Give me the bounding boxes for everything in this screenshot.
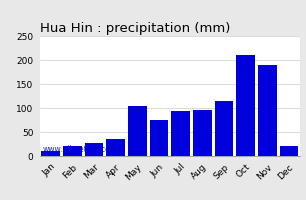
Bar bbox=[193, 110, 211, 156]
Bar bbox=[237, 55, 255, 156]
Bar bbox=[150, 120, 168, 156]
Bar bbox=[63, 146, 81, 156]
Text: Hua Hin : precipitation (mm): Hua Hin : precipitation (mm) bbox=[40, 22, 230, 35]
Bar bbox=[171, 111, 190, 156]
Bar bbox=[41, 151, 60, 156]
Text: www.allmetsat.com: www.allmetsat.com bbox=[42, 145, 118, 154]
Bar bbox=[215, 101, 233, 156]
Bar bbox=[85, 143, 103, 156]
Bar bbox=[128, 106, 147, 156]
Bar bbox=[106, 139, 125, 156]
Bar bbox=[258, 65, 277, 156]
Bar bbox=[280, 146, 298, 156]
